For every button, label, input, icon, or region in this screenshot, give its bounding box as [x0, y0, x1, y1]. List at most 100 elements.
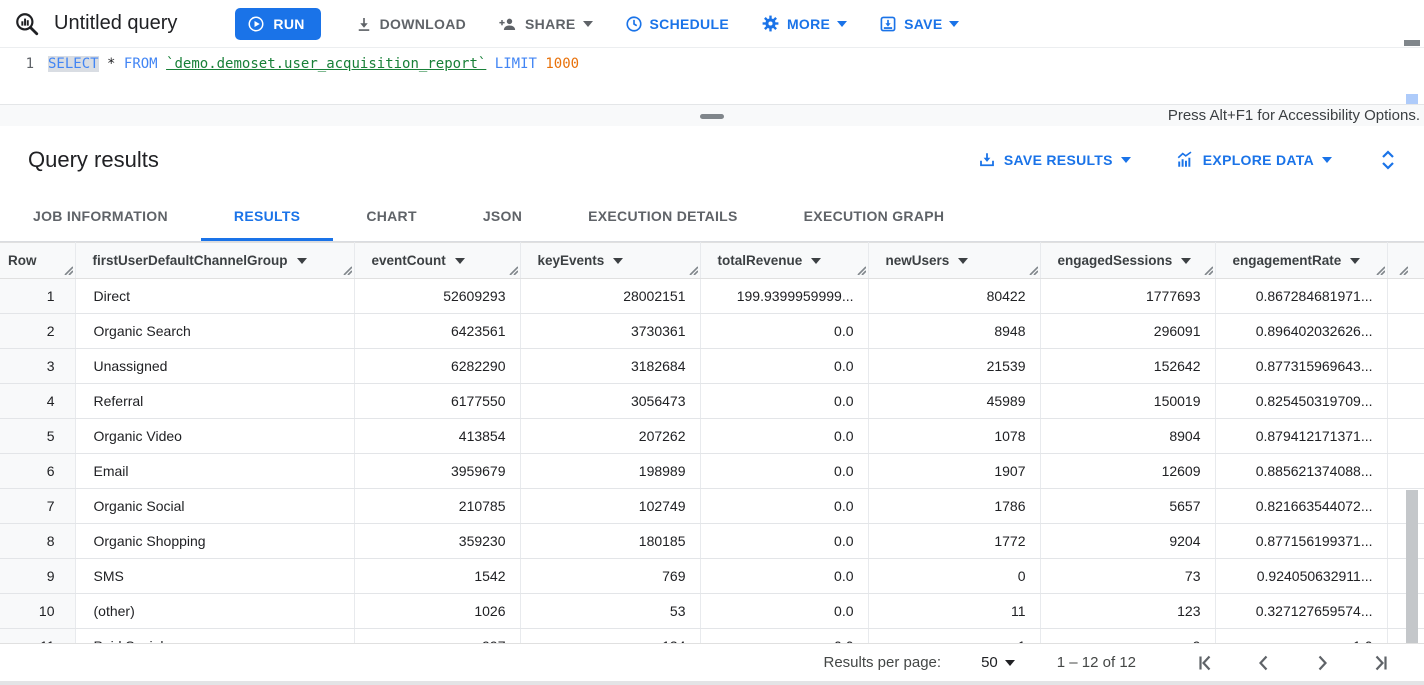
- cell-row: 8: [0, 523, 76, 559]
- explore-data-chart-icon: [1177, 151, 1192, 167]
- next-page-button[interactable]: [1308, 649, 1336, 677]
- column-resize-grip[interactable]: [1202, 264, 1213, 275]
- tab-job-information[interactable]: JOB INFORMATION: [33, 208, 168, 224]
- tab-chart[interactable]: CHART: [366, 208, 417, 224]
- tab-results[interactable]: RESULTS: [200, 194, 334, 241]
- cell-totalRevenue: 0.0: [700, 488, 869, 524]
- previous-page-button[interactable]: [1250, 649, 1278, 677]
- person-add-icon: [499, 18, 516, 30]
- sql-editor[interactable]: 1 SELECT * FROM `demo.demoset.user_acqui…: [0, 40, 1424, 124]
- cell-row: 3: [0, 348, 76, 384]
- column-header-row: Row: [0, 242, 76, 279]
- cell-keyEvents: 3730361: [520, 313, 701, 349]
- cell-newUsers: 11: [868, 593, 1041, 629]
- tab-execution-details[interactable]: EXECUTION DETAILS: [588, 208, 738, 224]
- column-menu-caret-icon[interactable]: [1350, 257, 1361, 264]
- cell-keyEvents: 28002151: [520, 278, 701, 314]
- cell-engagementRate: 0.821663544072...: [1215, 488, 1388, 524]
- column-menu-caret-icon[interactable]: [811, 257, 822, 264]
- cell-row: 2: [0, 313, 76, 349]
- gear-icon: [762, 15, 779, 32]
- results-table: Row firstUserDefaultChannelGroup eventCo…: [0, 242, 1424, 643]
- cell-newUsers: 8948: [868, 313, 1041, 349]
- column-menu-caret-icon[interactable]: [454, 257, 465, 264]
- cell-engagementRate: 0.825450319709...: [1215, 383, 1388, 419]
- first-page-button[interactable]: [1192, 649, 1220, 677]
- cell-totalRevenue: 0.0: [700, 418, 869, 454]
- cell-newUsers: 80422: [868, 278, 1041, 314]
- column-label: Row: [8, 253, 37, 268]
- page-size-select[interactable]: 50: [981, 654, 1015, 671]
- cell-engagedSessions: 296091: [1040, 313, 1216, 349]
- column-header-total-revenue: totalRevenue: [700, 242, 869, 279]
- table-vertical-scrollbar[interactable]: [1405, 486, 1419, 643]
- column-menu-caret-icon[interactable]: [296, 257, 307, 264]
- page-range-label: 1 – 12 of 12: [1056, 654, 1136, 671]
- query-title: Untitled query: [54, 12, 178, 34]
- explore-data-button[interactable]: EXPLORE DATA: [1175, 151, 1332, 169]
- line-number: 1: [25, 56, 34, 72]
- table-row: 4 Referral 6177550 3056473 0.0 45989 150019 0.8…: [0, 383, 1424, 419]
- cell-engagedSessions: 9: [1040, 628, 1216, 643]
- sql-table-reference[interactable]: `demo.demoset.user_acquisition_report`: [166, 56, 487, 72]
- column-header-key-events: keyEvents: [520, 242, 701, 279]
- column-menu-caret-icon[interactable]: [1181, 257, 1192, 264]
- chevron-down-icon: [949, 20, 960, 27]
- expand-collapse-panel-button[interactable]: [1378, 149, 1398, 171]
- save-results-button[interactable]: SAVE RESULTS: [978, 151, 1131, 169]
- column-resize-grip[interactable]: [507, 264, 518, 275]
- cell-engagedSessions: 8904: [1040, 418, 1216, 454]
- column-header-filler: [1387, 242, 1424, 279]
- column-label: engagedSessions: [1057, 253, 1173, 268]
- tab-json[interactable]: JSON: [482, 208, 523, 224]
- sql-line[interactable]: 1 SELECT * FROM `demo.demoset.user_acqui…: [0, 56, 1404, 72]
- cell-engagementRate: 0.924050632911...: [1215, 558, 1388, 594]
- query-toolbar: Untitled query RUN DOWNLOAD SHA: [0, 0, 1424, 48]
- cell-channel: Referral: [75, 383, 355, 419]
- schedule-button[interactable]: SCHEDULE: [625, 15, 729, 33]
- more-button-label: MORE: [786, 15, 831, 32]
- table-scrollbar-thumb[interactable]: [1406, 490, 1418, 643]
- run-button[interactable]: RUN: [235, 7, 321, 40]
- chevron-down-icon: [582, 20, 593, 27]
- column-resize-grip[interactable]: [855, 264, 866, 275]
- last-page-button[interactable]: [1366, 649, 1394, 677]
- sql-code[interactable]: SELECT * FROM `demo.demoset.user_acquisi…: [48, 56, 579, 72]
- cell-engagedSessions: 150019: [1040, 383, 1216, 419]
- cell-eventCount: 52609293: [354, 278, 521, 314]
- column-label: eventCount: [371, 253, 446, 268]
- cell-eventCount: 413854: [354, 418, 521, 454]
- cell-keyEvents: 102749: [520, 488, 701, 524]
- cell-row: 6: [0, 453, 76, 489]
- cell-channel: (other): [75, 593, 355, 629]
- pagination-bar: Results per page: 50 1 – 12 of 12: [0, 643, 1424, 681]
- cell-keyEvents: 53: [520, 593, 701, 629]
- horizontal-scrollbar-track[interactable]: [0, 681, 1424, 685]
- splitter-drag-handle[interactable]: [700, 114, 724, 119]
- column-resize-grip[interactable]: [1027, 264, 1038, 275]
- column-resize-grip[interactable]: [341, 264, 352, 275]
- cell-row: 7: [0, 488, 76, 524]
- share-button[interactable]: SHARE: [498, 15, 593, 33]
- column-resize-grip[interactable]: [62, 264, 73, 275]
- cell-newUsers: 1: [868, 628, 1041, 643]
- share-button-label: SHARE: [525, 15, 576, 32]
- column-resize-grip[interactable]: [687, 264, 698, 275]
- column-label: engagementRate: [1232, 253, 1342, 268]
- save-button[interactable]: SAVE: [879, 15, 960, 33]
- download-button[interactable]: DOWNLOAD: [355, 15, 466, 33]
- cell-filler: [1387, 278, 1424, 314]
- cell-totalRevenue: 0.0: [700, 453, 869, 489]
- chevron-down-icon: [1322, 157, 1332, 163]
- column-resize-grip[interactable]: [1374, 264, 1385, 275]
- cell-channel: Organic Shopping: [75, 523, 355, 559]
- query-results-title: Query results: [28, 147, 159, 172]
- column-resize-grip[interactable]: [1397, 264, 1408, 275]
- cell-channel: Direct: [75, 278, 355, 314]
- cell-keyEvents: 198989: [520, 453, 701, 489]
- column-menu-caret-icon[interactable]: [613, 257, 624, 264]
- tab-execution-graph[interactable]: EXECUTION GRAPH: [803, 208, 945, 224]
- column-menu-caret-icon[interactable]: [958, 257, 969, 264]
- more-button[interactable]: MORE: [761, 14, 848, 33]
